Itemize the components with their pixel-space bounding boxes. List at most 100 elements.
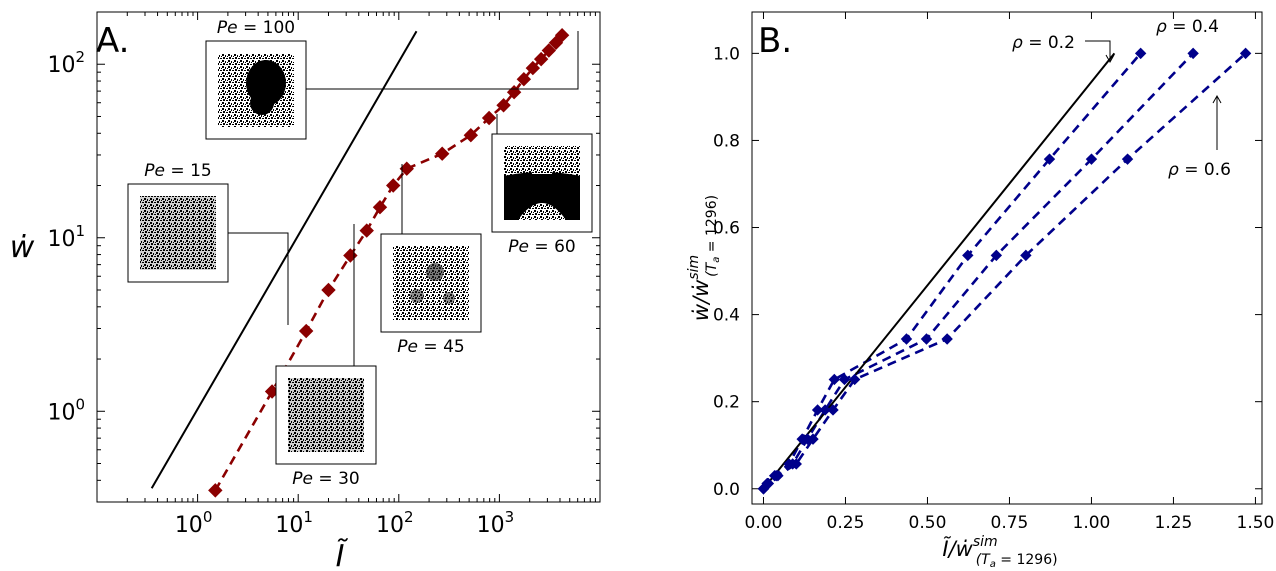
panel-b: B. 0.00 0.25 0.50 0.75 1.00 1.25 1.50 0.0 0.2 0.4… [686,11,1274,570]
data-point [434,146,450,161]
series-line-0 [762,52,1142,490]
data-point [541,43,557,58]
panel-b-y-axis-label-sub-end: = 1296) [704,195,720,257]
panel-b-x-axis-label-sup: sim [973,534,998,550]
y-tick-label: 0.2 [713,393,740,413]
annotation-arrow [1085,40,1111,62]
reference-line [150,30,418,489]
y-tick-label: 102 [47,48,85,78]
cluster-band [504,172,580,220]
arrow-head [1212,94,1222,104]
weak-cluster [443,292,455,304]
panel-a-x-axis-label: Ĩ [336,538,349,571]
rho-label: ρ = 0.6 [1168,160,1231,180]
inset-pe-label: Pe = 45 [397,337,464,357]
x-tick-label: 0.25 [827,513,865,533]
data-point [990,249,1003,262]
inset-leader-line [306,31,579,90]
data-point [828,373,841,386]
rho-label: ρ = 0.2 [1012,33,1075,53]
x-tick-label: 0.50 [909,513,947,533]
data-point [1043,153,1056,165]
panel-a-label: A. [96,21,129,61]
cluster-blob [250,91,274,115]
y-tick-label: 0.0 [713,480,740,500]
data-point [900,333,913,345]
data-point [920,333,933,345]
x-tick-label: 100 [175,508,213,538]
panel-b-y-axis-label-sup: sim [686,255,702,280]
y-tick-label: 0.4 [713,306,740,326]
x-tick-label: 102 [376,508,414,538]
y-tick-label: 0.6 [713,219,740,239]
panel-b-y-axis-label-sub: (T [704,261,720,276]
data-point [496,98,511,113]
data-point [1085,153,1098,165]
data-point [848,373,861,386]
inset-pe-45: Pe = 45 [380,164,482,357]
data-point [790,458,802,470]
inset-snapshot [393,246,469,320]
data-point [762,477,775,490]
data-point [359,223,374,238]
inset-pe-100: Pe = 100 [205,18,579,140]
data-point [962,249,974,262]
data-point [386,178,401,193]
arrow-head [1105,54,1115,64]
x-tick-label: 103 [477,508,515,538]
panel-a-series [150,30,564,492]
panel-b-annotations: ρ = 0.2 ρ = 0.4 ρ = 0.6 [1012,17,1231,180]
data-point [525,60,541,76]
inset-pe-60: Pe = 60 [491,114,593,257]
inset-pe-30: Pe = 30 [275,224,377,489]
panel-b-tick-labels: 0.00 0.25 0.50 0.75 1.00 1.25 1.50 0.0 0.2 0.4 0.6… [713,44,1274,533]
panel-a-tick-labels: 100 101 102 103 100 101 102 [47,48,514,538]
series-line-2 [762,52,1247,490]
panel-b-label: B. [758,21,792,61]
y-tick-label: 1.0 [713,44,740,64]
data-point [1187,47,1199,60]
data-point [811,404,824,416]
data-point [1121,153,1134,165]
data-point [1134,47,1147,60]
x-tick-label: 101 [275,508,313,538]
panel-a-axis-ticks [96,11,601,503]
series-line-1 [762,52,1195,490]
panel-b-y-axis-label-sub-a: a [711,257,722,263]
y-tick-label: 0.8 [713,131,740,151]
x-tick-label: 1.00 [1073,513,1111,533]
panel-b-x-axis-label-sub: (T [976,552,991,568]
panel-b-frame [751,11,1263,505]
panel-a-insets: Pe = 15 Pe = 30 Pe = 45 Pe = 60 Pe = 100 [127,18,593,489]
data-point [1020,249,1032,262]
data-point [208,483,223,498]
panel-b-markers [757,47,1252,495]
data-point [819,404,831,416]
data-point [827,404,839,416]
band-gap [532,156,552,174]
y-tick-label: 100 [47,395,85,425]
data-point [807,433,819,445]
rho-label: ρ = 0.4 [1156,17,1219,37]
snapshot-shade [140,196,216,270]
panel-b-x-axis-label-sub-end: = 1296) [996,552,1058,568]
inset-pe-label: Pe = 100 [217,18,295,38]
weak-cluster [426,263,444,281]
panel-b-x-axis-label: Ĩ/ẇsim (Ta = 1296) [942,534,1057,570]
panel-b-x-axis-label-sub-a: a [990,559,996,570]
data-point [321,282,336,298]
data-point [298,323,314,339]
x-tick-label: 1.50 [1237,513,1275,533]
x-tick-label: 0.00 [745,513,783,533]
panel-a-y-axis-label: ẇ [10,230,35,265]
inset-snapshot [140,196,216,270]
panel-b-axis-ticks [752,12,1262,504]
panel-a-markers [208,27,570,498]
data-point [838,373,851,386]
inset-pe-label: Pe = 30 [292,469,359,489]
data-point [941,333,953,345]
data-point [772,469,784,482]
panel-b-y-axis-label-main: ẇ/ẇ [689,279,713,321]
